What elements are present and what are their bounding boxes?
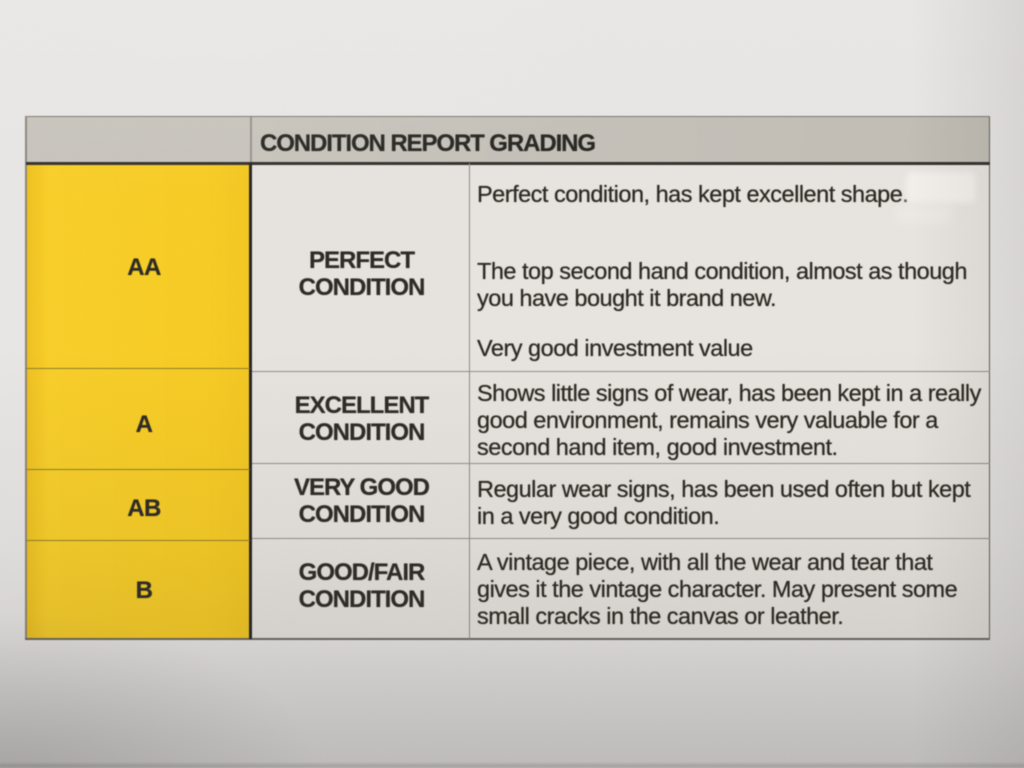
row-divider xyxy=(26,539,250,541)
grade-cell-b: B xyxy=(26,538,251,639)
header-cell: CONDITION REPORT GRADING xyxy=(251,117,990,162)
description-cell-ab: Regular wear signs, has been used often … xyxy=(470,464,990,538)
header-corner-cell xyxy=(26,117,251,162)
grade-label-a: A xyxy=(135,410,153,438)
header-bottom-border xyxy=(26,161,990,165)
row-divider xyxy=(252,463,990,465)
condition-cell-a: EXCELLENT CONDITION xyxy=(251,370,470,464)
table-title: CONDITION REPORT GRADING xyxy=(260,130,596,158)
grade-label-ab: AB xyxy=(127,494,161,522)
description-aa-p3: Very good investment value xyxy=(477,334,753,361)
row-divider xyxy=(252,537,990,539)
table-bottom-border xyxy=(25,637,990,640)
table-left-border xyxy=(25,116,27,640)
condition-cell-ab: VERY GOOD CONDITION xyxy=(251,464,470,538)
header-column-divider xyxy=(250,117,252,162)
description-aa-p2: The top second hand condition, almost as… xyxy=(477,258,967,312)
description-a-p1: Shows little signs of wear, has been kep… xyxy=(477,379,981,460)
row-divider xyxy=(252,371,990,373)
grade-label-aa: AA xyxy=(127,253,161,281)
condition-label-aa: PERFECT CONDITION xyxy=(298,246,426,301)
grade-cell-a: A xyxy=(26,370,251,464)
condition-label-ab: VERY GOOD CONDITION xyxy=(293,474,430,528)
grade-label-b: B xyxy=(135,576,153,604)
table-right-border xyxy=(988,117,991,639)
condition-column-divider xyxy=(469,163,471,639)
row-divider xyxy=(26,367,250,369)
condition-label-a: EXCELLENT CONDITION xyxy=(294,392,430,446)
description-ab-p1: Regular wear signs, has been used often … xyxy=(477,475,971,529)
grade-column-divider xyxy=(249,163,252,639)
table-top-border xyxy=(25,115,990,118)
grade-cell-ab: AB xyxy=(26,464,251,538)
grade-cell-aa: AA xyxy=(26,163,251,370)
description-cell-b: A vintage piece, with all the wear and t… xyxy=(470,538,990,639)
description-cell-aa: Perfect condition, has kept excellent sh… xyxy=(470,163,990,370)
condition-cell-aa: PERFECT CONDITION xyxy=(251,163,470,370)
description-b-p1: A vintage piece, with all the wear and t… xyxy=(477,549,958,630)
description-aa-p1: Perfect condition, has kept excellent sh… xyxy=(477,181,909,208)
condition-label-b: GOOD/FAIR CONDITION xyxy=(298,559,426,613)
condition-cell-b: GOOD/FAIR CONDITION xyxy=(251,538,470,639)
row-divider xyxy=(26,468,250,470)
description-cell-a: Shows little signs of wear, has been kep… xyxy=(470,370,990,464)
